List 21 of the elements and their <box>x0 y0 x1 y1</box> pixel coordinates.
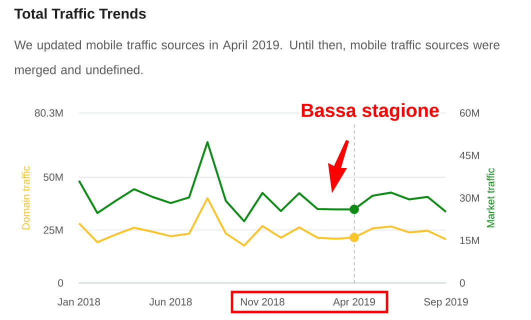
x-tick-label: Jun 2018 <box>149 298 192 306</box>
y-tick-label: 25M <box>44 226 63 234</box>
y2-tick-label: 30M <box>460 194 479 202</box>
line-series <box>78 141 448 222</box>
chart-subtitle: We updated mobile traffic sources in April 2019. Until then, mobile traffic sources were merged and undefined. <box>14 40 500 77</box>
line-series <box>78 197 448 247</box>
y2-tick-label: 60M <box>460 109 479 117</box>
y2-tick-label: 45M <box>460 152 479 160</box>
x-tick-label: Sep 2019 <box>424 298 468 308</box>
x-tick-label: Apr 2019 <box>333 298 375 308</box>
y2-tick-label: 15M <box>460 236 479 244</box>
y2-tick-label: 0 <box>460 279 465 287</box>
y-tick-label: 80.3M <box>34 109 63 117</box>
chart-title: Total Traffic Trends <box>14 8 146 19</box>
annotation: Bassa stagione <box>302 103 439 121</box>
y2-axis-title: Market traffic <box>486 168 494 228</box>
y-axis-title: Domain traffic <box>22 166 30 230</box>
y-tick-label: 50M <box>44 173 63 181</box>
x-tick-label: Jan 2018 <box>58 298 100 306</box>
x-tick-label: Nov 2018 <box>240 298 284 306</box>
y-tick-label: 0 <box>58 279 64 287</box>
